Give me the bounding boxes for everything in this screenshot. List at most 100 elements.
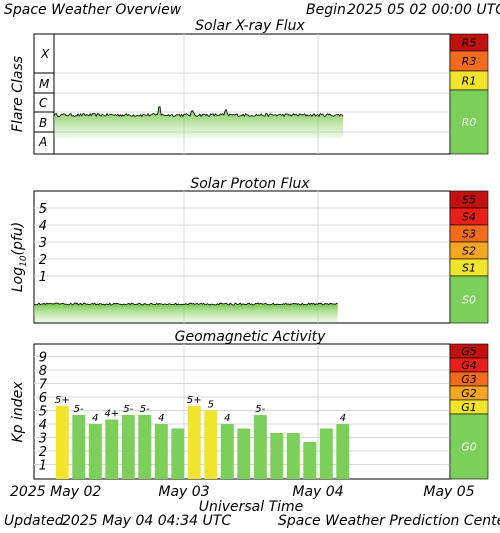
xray-class-m: M — [39, 77, 50, 91]
kp-bar — [220, 424, 234, 479]
begin-value: 2025 05 02 00:00 UTC — [347, 2, 500, 18]
kp-bar — [303, 442, 317, 479]
xray-title: Solar X-ray Flux — [195, 18, 305, 34]
scale-label-g4: G4 — [461, 359, 477, 372]
kp-bar — [121, 415, 135, 479]
prediction-center: Space Weather Prediction Center — [278, 513, 500, 529]
kp-bar — [253, 415, 267, 479]
kp-bar-label: 4 — [340, 413, 346, 424]
proton-ylabel-base: Log — [10, 267, 26, 292]
proton-ylabel-rest: (pfu) — [10, 222, 26, 256]
kp-bar — [72, 415, 86, 479]
time-tick-may05: May 05 — [423, 484, 474, 500]
scale-label-s2: S2 — [462, 245, 476, 258]
kp-bar — [154, 424, 168, 479]
kp-bar — [187, 406, 201, 479]
kp-title: Geomagnetic Activity — [175, 329, 326, 345]
kp-bar-label: 4 — [158, 413, 164, 424]
time-axis-label: Universal Time — [199, 499, 304, 515]
kp-bar-label: 5 — [208, 400, 214, 411]
kp-tick-4: 4 — [39, 418, 47, 433]
time-axis: 2025 May 02 May 03 May 04 May 05 Univers… — [10, 484, 475, 515]
kp-tick-3: 3 — [39, 432, 47, 447]
trace-fill — [54, 106, 344, 138]
trace-line — [33, 302, 338, 306]
kp-bar-label: 4 — [224, 413, 230, 424]
kp-bar-label: 5- — [123, 404, 133, 415]
scale-level-s0 — [449, 275, 489, 324]
proton-scale: S5 S4 S3 S2 S1 S0 — [449, 190, 489, 324]
kp-tick-2: 2 — [39, 445, 47, 460]
proton-trace — [33, 302, 338, 322]
proton-tick-1: 1 — [39, 270, 47, 285]
scale-level-r0 — [449, 89, 489, 155]
proton-tick-5: 5 — [39, 202, 47, 217]
scale-label-r0: R0 — [462, 116, 477, 129]
scale-label-s5: S5 — [462, 194, 476, 207]
kp-bar-label: 5+ — [187, 395, 202, 406]
scale-label-s3: S3 — [462, 228, 476, 241]
updated-value: 2025 May 04 04:34 UTC — [62, 513, 232, 529]
kp-tick-5: 5 — [39, 405, 47, 420]
proton-tick-4: 4 — [39, 219, 47, 234]
scale-label-s1: S1 — [462, 262, 476, 275]
scale-label-g5: G5 — [461, 345, 477, 358]
trace-line — [53, 106, 344, 118]
kp-bar-label: 5- — [74, 404, 84, 415]
kp-tick-1: 1 — [39, 459, 47, 474]
kp-tick-9: 9 — [39, 351, 47, 366]
time-tick-may03: May 03 — [158, 484, 209, 500]
kp-bar-label: 5- — [255, 404, 265, 415]
kp-bar — [286, 433, 300, 479]
scale-label-g3: G3 — [461, 373, 477, 386]
scale-label-r5: R5 — [462, 37, 477, 50]
xray-panel: Solar X-ray Flux X M C B A Flare — [10, 18, 489, 155]
kp-bar-label: 4+ — [104, 409, 119, 420]
kp-bar — [204, 410, 218, 479]
xray-class-x: X — [40, 47, 50, 61]
proton-grid — [34, 191, 450, 323]
scale-label-r1: R1 — [462, 75, 477, 88]
proton-title: Solar Proton Flux — [190, 176, 310, 192]
proton-tick-3: 3 — [39, 236, 47, 251]
kp-bar-label: 5+ — [55, 395, 70, 406]
kp-bar — [237, 428, 251, 479]
kp-bar — [105, 419, 119, 479]
time-tick-may02: 2025 May 02 — [10, 484, 101, 500]
proton-y-ticks: 5 4 3 2 1 — [39, 202, 47, 285]
updated-label: Updated — [4, 513, 64, 529]
scale-label-g2: G2 — [461, 387, 477, 400]
xray-class-a: A — [38, 135, 47, 149]
scale-level-g0 — [449, 413, 489, 480]
begin-label: Begin — [306, 2, 346, 18]
scale-label-s4: S4 — [462, 211, 476, 224]
xray-trace — [53, 106, 344, 138]
kp-tick-8: 8 — [39, 364, 47, 379]
kp-bar — [270, 433, 284, 479]
kp-bar-label: 5- — [140, 404, 150, 415]
page-title: Space Weather Overview — [4, 2, 182, 18]
scale-label-r3: R3 — [462, 55, 477, 68]
kp-tick-6: 6 — [39, 391, 47, 406]
kp-bar — [319, 428, 333, 479]
kp-bar-label: 4 — [92, 413, 98, 424]
scale-label-s0: S0 — [462, 294, 476, 307]
xray-class-dividers — [34, 72, 54, 133]
proton-ylabel: Log10(pfu) — [10, 222, 29, 292]
scale-label-g0: G0 — [461, 441, 477, 454]
kp-bars: 5+5-4 4+ 5- 5-45+ 545-4 — [55, 395, 350, 479]
time-tick-may04: May 04 — [292, 484, 343, 500]
xray-class-c: C — [39, 96, 48, 110]
kp-tick-7: 7 — [39, 378, 48, 393]
kp-bar — [138, 415, 152, 479]
xray-class-b: B — [39, 116, 47, 130]
xray-scale: R5 R3 R1 R0 — [449, 33, 489, 155]
proton-ylabel-sub: 10 — [19, 255, 29, 267]
scale-label-g1: G1 — [461, 401, 477, 414]
xray-ylabel: Flare Class — [10, 56, 26, 132]
